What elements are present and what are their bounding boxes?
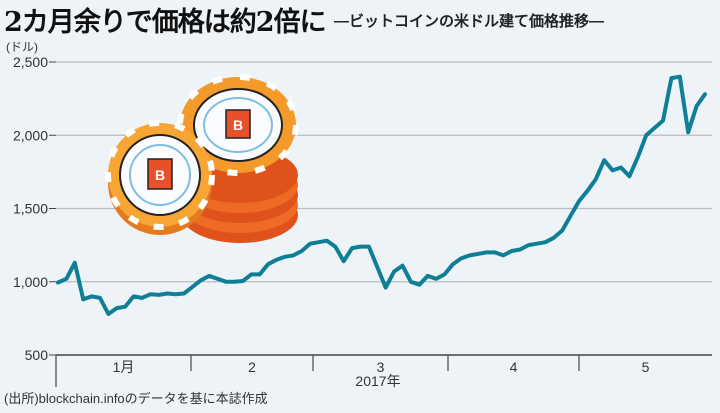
price-line [56,74,707,316]
source-note: (出所)blockchain.infoのデータを基に本誌作成 [4,391,268,406]
x-tick-label: 5 [642,359,650,375]
y-tick-label: 2,500 [13,54,48,70]
x-tick-label: 4 [510,359,518,375]
y-tick-label: 1,500 [13,201,48,217]
chart-title: 2カ月余りで価格は約2倍に [4,7,327,38]
y-axis-unit: (ドル) [6,40,38,54]
x-tick-label: 1月 [113,359,135,375]
bitcoin-chips-image: B B [105,74,299,243]
y-tick-label: 1,000 [13,274,48,290]
chart-subtitle: ―ビットコインの米ドル建て価格推移― [334,13,605,30]
x-axis-year-label: 2017年 [355,373,400,389]
y-tick-label: 2,000 [13,127,48,143]
svg-text:B: B [155,167,165,183]
x-axis: 1月 2 3 4 5 2017年 [55,354,712,389]
x-tick-label: 3 [377,359,385,375]
y-axis-ticks: 500 1,000 1,500 2,000 2,500 [13,54,56,363]
x-tick-label: 2 [248,359,256,375]
y-tick-label: 500 [25,347,49,363]
svg-text:B: B [233,117,243,133]
